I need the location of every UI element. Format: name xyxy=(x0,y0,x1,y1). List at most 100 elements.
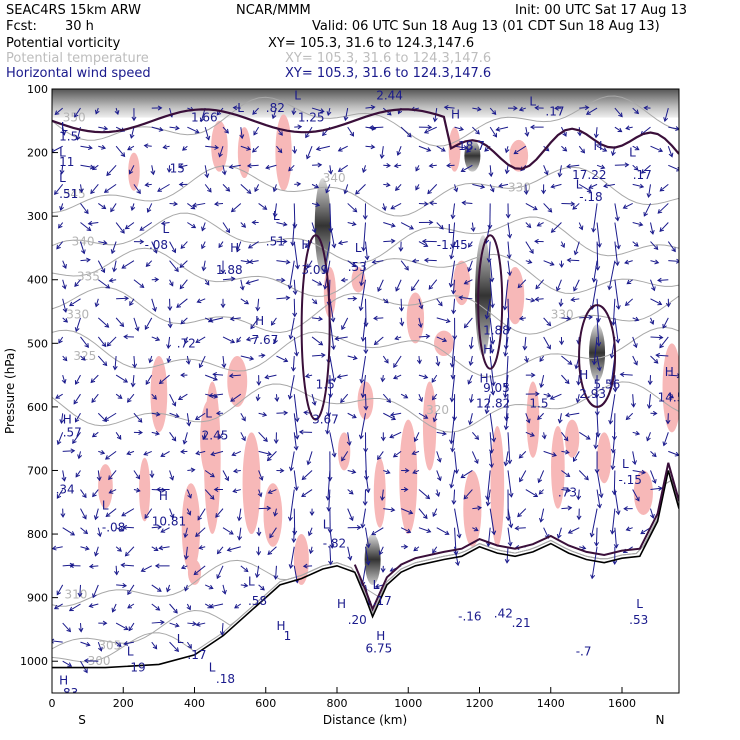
wind-arrowhead xyxy=(386,110,392,116)
wind-arrowhead xyxy=(288,466,294,472)
wind-arrowhead xyxy=(234,604,239,609)
wind-arrowhead xyxy=(651,286,656,292)
wind-vector xyxy=(611,508,616,534)
wind-vector xyxy=(240,222,246,228)
wind-arrowhead xyxy=(155,430,160,436)
wind-vector xyxy=(485,222,491,244)
wind-vector xyxy=(452,355,456,379)
wind-vector xyxy=(383,183,390,186)
wind-vector xyxy=(626,412,634,420)
wind-vector xyxy=(258,431,268,442)
wind-arrowhead xyxy=(530,297,536,303)
wind-arrowhead xyxy=(524,131,530,137)
wind-arrowhead xyxy=(176,303,181,308)
wind-vector xyxy=(186,508,191,516)
wind-vector xyxy=(97,527,101,537)
wind-vector xyxy=(248,241,259,249)
wind-arrowhead xyxy=(449,254,455,260)
north-label: N xyxy=(656,713,665,727)
wind-vector xyxy=(650,279,655,291)
wind-arrowhead xyxy=(264,374,270,380)
x-tick-label: 200 xyxy=(113,697,134,710)
wind-vector xyxy=(199,355,206,368)
wind-vector xyxy=(429,164,437,167)
wind-vector xyxy=(97,355,107,366)
pv-shading-patch xyxy=(128,152,140,191)
wind-arrowhead xyxy=(247,244,253,249)
field-name-wind: Horizontal wind speed xyxy=(6,66,151,81)
wind-arrowhead xyxy=(228,530,234,535)
wind-vector xyxy=(451,336,456,367)
wind-vector xyxy=(271,317,277,326)
wind-arrowhead xyxy=(321,352,326,358)
wind-arrowhead xyxy=(418,397,423,403)
wind-vector xyxy=(472,183,485,188)
wind-arrowhead xyxy=(67,662,73,667)
wind-vector xyxy=(329,355,335,382)
wind-vector xyxy=(75,374,81,385)
wind-vector xyxy=(451,375,456,402)
field-extremum-label: H xyxy=(59,711,68,725)
wind-arrowhead xyxy=(468,344,474,350)
wind-vector xyxy=(524,336,527,350)
wind-vector xyxy=(347,412,357,419)
field-extremum-label: .73 xyxy=(558,486,577,500)
wind-vector xyxy=(80,641,90,646)
wind-arrowhead xyxy=(120,562,126,568)
wind-arrowhead xyxy=(362,215,368,220)
wind-arrowhead xyxy=(468,420,473,426)
field-extremum-label: .53 xyxy=(348,260,367,274)
wind-vector xyxy=(252,145,259,153)
wind-vector xyxy=(507,260,511,276)
wind-arrowhead xyxy=(649,229,655,235)
field-extremum-label: 00 xyxy=(120,711,135,725)
wind-arrowhead xyxy=(411,450,417,456)
wind-arrowhead xyxy=(221,363,227,369)
wind-vector xyxy=(151,526,162,529)
wind-vector xyxy=(573,451,580,462)
wind-vector xyxy=(596,164,605,169)
wind-arrowhead xyxy=(219,631,225,636)
wind-vector xyxy=(97,260,105,273)
wind-arrowhead xyxy=(248,259,254,265)
wind-vector xyxy=(151,621,164,624)
field-extremum-label: H xyxy=(230,241,239,255)
wind-arrowhead xyxy=(524,357,529,363)
wind-vector xyxy=(365,394,367,410)
wind-arrowhead xyxy=(480,184,486,189)
wind-arrowhead xyxy=(475,129,480,135)
wind-arrowhead xyxy=(570,201,576,207)
wind-vector xyxy=(360,413,366,439)
wind-vector xyxy=(269,527,277,538)
wind-arrowhead xyxy=(306,460,312,466)
wind-vector xyxy=(650,260,659,264)
wind-arrowhead xyxy=(425,333,431,339)
wind-vector xyxy=(525,222,531,228)
wind-arrowhead xyxy=(101,342,107,348)
wind-vector xyxy=(240,412,246,421)
wind-vector xyxy=(577,489,580,500)
wind-vector xyxy=(179,164,188,168)
wind-arrowhead xyxy=(519,477,524,483)
wind-arrowhead xyxy=(213,487,219,492)
wind-vector xyxy=(505,413,509,430)
field-extremum-label: -.7 xyxy=(576,645,592,659)
y-tick-label: 600 xyxy=(27,401,48,414)
wind-arrowhead xyxy=(588,314,594,320)
wind-arrowhead xyxy=(463,145,469,151)
field-name-theta: Potential temperature xyxy=(6,51,149,66)
theta-contour-label: 340 xyxy=(323,171,346,185)
wind-arrowhead xyxy=(273,339,278,345)
wind-arrowhead xyxy=(82,514,87,520)
wind-arrowhead xyxy=(197,515,202,521)
wind-arrowhead xyxy=(574,364,580,370)
wind-vector xyxy=(149,355,153,363)
wind-vector xyxy=(620,373,633,376)
wind-vector xyxy=(412,450,420,455)
wind-vector xyxy=(265,164,277,169)
wind-arrowhead xyxy=(317,281,323,286)
wind-vector xyxy=(557,527,562,539)
wind-arrowhead xyxy=(563,436,569,442)
wind-arrowhead xyxy=(508,492,514,498)
